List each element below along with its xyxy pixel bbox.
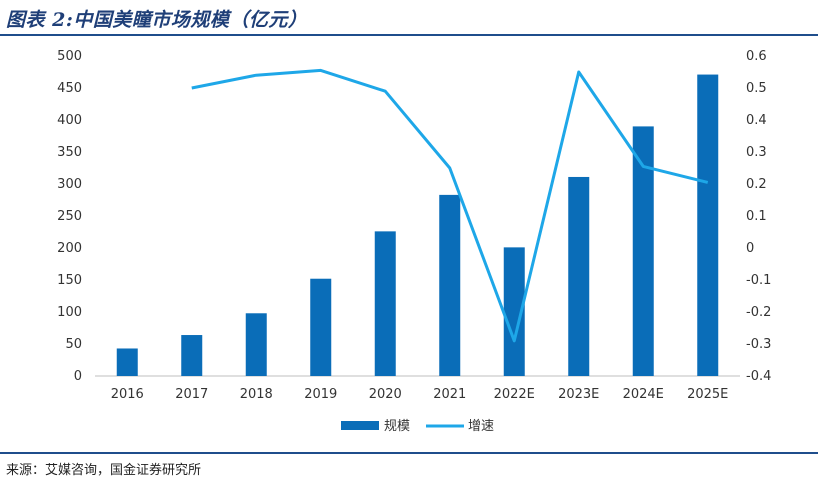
right-tick-label: 0.6: [746, 49, 767, 64]
left-axis: 0 50 100 150 200 250 300 350 400 450 500: [57, 49, 82, 384]
legend-bar-swatch: [341, 421, 379, 430]
left-tick-label: 0: [74, 369, 82, 384]
x-tick-label: 2020: [369, 387, 402, 402]
chart-title: 图表 2:中国美瞳市场规模（亿元）: [6, 9, 308, 31]
left-tick-label: 250: [57, 209, 82, 224]
right-tick-label: 0.4: [746, 113, 767, 128]
right-tick-label: 0.1: [746, 209, 767, 224]
right-tick-label: 0.3: [746, 145, 767, 160]
left-tick-label: 200: [57, 241, 82, 256]
bar-2023E: [568, 176, 590, 376]
bar-2025E: [697, 74, 719, 376]
right-tick-label: 0: [746, 241, 754, 256]
x-tick-label: 2019: [304, 387, 337, 402]
bar-2018: [245, 313, 267, 376]
bar-2017: [181, 335, 203, 376]
right-tick-label: -0.1: [746, 273, 771, 288]
bar-2022E: [503, 247, 525, 376]
title-bar: 图表 2:中国美瞳市场规模（亿元）: [0, 0, 818, 36]
bar-2021: [439, 194, 461, 376]
x-tick-label: 2017: [175, 387, 208, 402]
x-tick-label: 2025E: [687, 387, 728, 402]
x-tick-label: 2024E: [623, 387, 664, 402]
left-tick-label: 150: [57, 273, 82, 288]
x-tick-label: 2021: [433, 387, 466, 402]
left-tick-label: 400: [57, 113, 82, 128]
legend-line-label: 增速: [468, 419, 494, 434]
left-tick-label: 450: [57, 81, 82, 96]
x-tick-label: 2022E: [494, 387, 535, 402]
left-tick-label: 100: [57, 305, 82, 320]
source-divider: [0, 452, 818, 454]
growth-line: [191, 68, 709, 343]
source-note: 来源：艾媒咨询，国金证券研究所: [6, 463, 202, 478]
x-axis: 2016 2017 2018 2019 2020 2021 2022E 2023E 2024E 2…: [111, 387, 729, 402]
x-tick-label: 2016: [111, 387, 144, 402]
bar-2020: [374, 231, 396, 376]
left-tick-label: 500: [57, 49, 82, 64]
right-axis: -0.4 -0.3 -0.2 -0.1 0 0.1 0.2 0.3 0.4 0.5 0.6: [746, 49, 771, 384]
right-tick-label: -0.4: [746, 369, 771, 384]
bar-series: [116, 74, 719, 377]
left-tick-label: 50: [65, 337, 82, 352]
left-tick-label: 350: [57, 145, 82, 160]
legend: 规模 增速: [341, 419, 494, 434]
legend-bar-label: 规模: [384, 419, 410, 434]
right-tick-label: 0.5: [746, 81, 767, 96]
right-tick-label: -0.3: [746, 337, 771, 352]
right-tick-label: -0.2: [746, 305, 771, 320]
bar-2019: [310, 278, 332, 376]
x-tick-label: 2018: [240, 387, 273, 402]
bar-2016: [116, 348, 138, 376]
left-tick-label: 300: [57, 177, 82, 192]
bar-2024E: [632, 126, 654, 377]
x-tick-label: 2023E: [558, 387, 599, 402]
right-tick-label: 0.2: [746, 177, 767, 192]
